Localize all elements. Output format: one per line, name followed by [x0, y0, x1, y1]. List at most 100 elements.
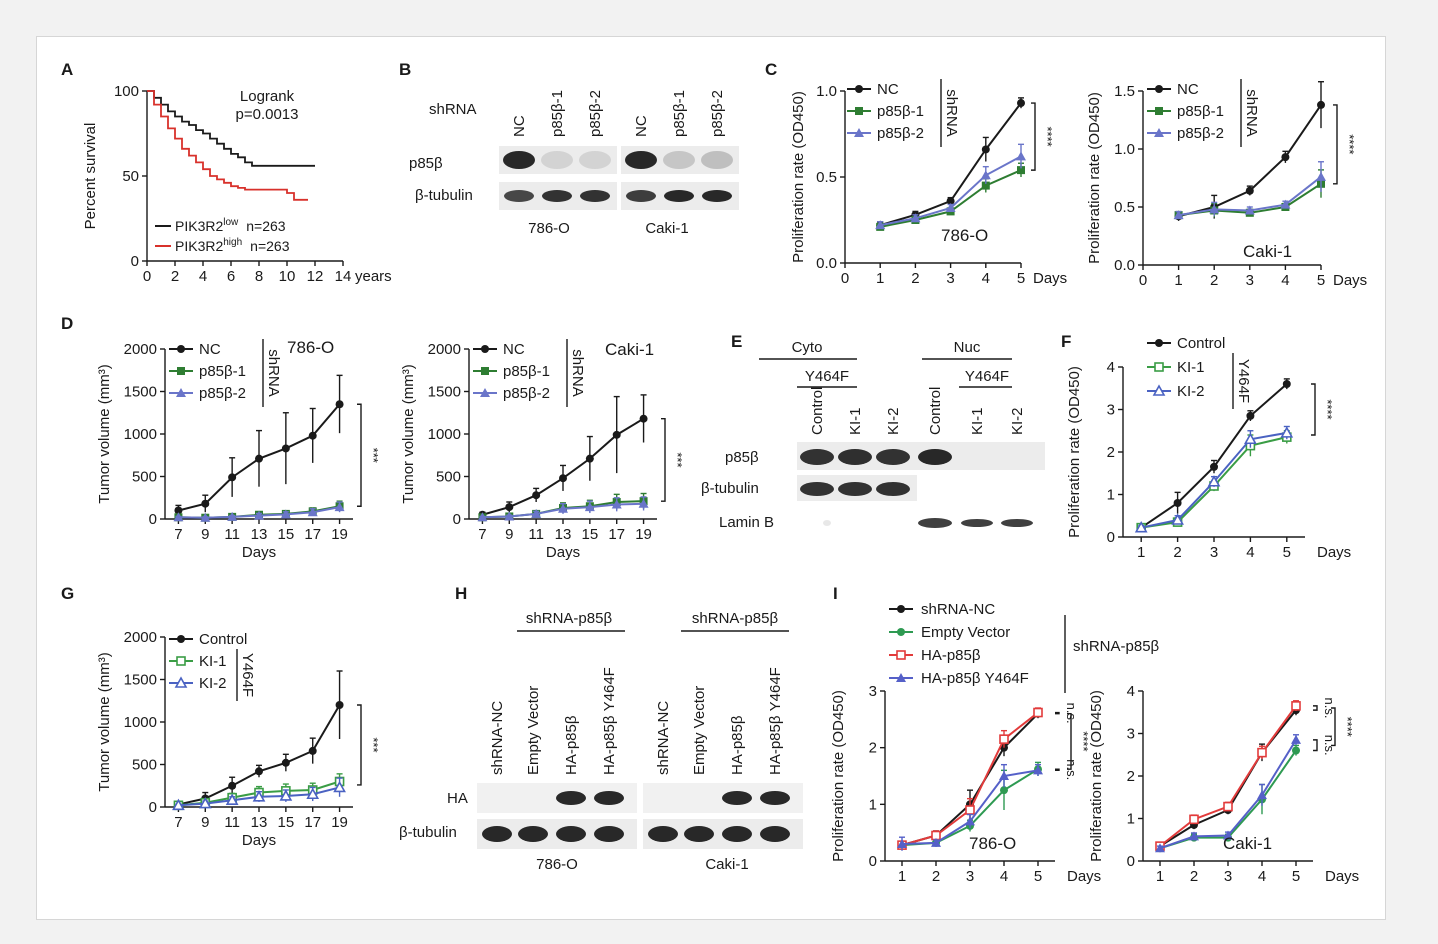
- blot-b-lane-label-1: p85β-1: [549, 90, 566, 137]
- x-tick-label-A-1: 2: [171, 268, 179, 285]
- x-tick-label-D1-2: 11: [224, 526, 240, 543]
- series-I2-3: [1155, 734, 1301, 853]
- series-G-2: [172, 777, 346, 811]
- x-tick-label-C2-4: 4: [1281, 272, 1289, 289]
- blot-b-band-tubulin-2: [580, 190, 610, 202]
- blot-b-cell-786o: 786-O: [528, 220, 570, 237]
- blot-h-row-ha: HA: [447, 790, 468, 807]
- sig-bracket-D1-0: [357, 403, 362, 507]
- chart-D1: 0 500 1000 1500 2000 7 9 11 13 15 17 19 Tumor volume…: [96, 338, 381, 561]
- x-tick-label-A-5: 10: [279, 268, 296, 285]
- point-I2-3-3: [1257, 790, 1267, 800]
- x-axis-label-D2: Days: [546, 544, 580, 561]
- x-tick-label-D1-0: 7: [174, 526, 182, 543]
- x-tick-label-G-4: 15: [278, 814, 295, 831]
- point-I2-2-4: [1291, 701, 1301, 711]
- y-tick-label-C2-3: 1.5: [1114, 83, 1135, 100]
- point-I2-2-1: [1189, 814, 1199, 825]
- panel-label-c: C: [765, 60, 777, 79]
- sig-bracket-I2-1: [1313, 705, 1318, 711]
- y-axis-label-I2: Proliferation rate (OD450): [1088, 690, 1105, 862]
- legend-marker-G-0: [177, 635, 185, 643]
- blot-e-row-p85b: p85β: [725, 449, 759, 466]
- sig-label-I2-1: n.s.: [1322, 698, 1337, 719]
- blot-b-band-p85b-5: [701, 151, 733, 169]
- x-tick-label-C2-3: 3: [1246, 272, 1254, 289]
- point-F-2-0: [1134, 521, 1148, 533]
- point-D2-0-6: [639, 414, 648, 423]
- y-tick-label-A-0: 0: [131, 253, 139, 270]
- legend-label-C2-1: p85β-1: [1177, 103, 1224, 120]
- y-axis-label-F: Proliferation rate (OD450): [1066, 366, 1083, 538]
- legend-marker-D1-0: [177, 345, 185, 353]
- blot-h-band-tubulin-0: [482, 826, 512, 842]
- x-tick-label-I2-3: 4: [1258, 868, 1266, 885]
- x-tick-label-F-4: 5: [1283, 544, 1291, 561]
- blot-h-lane-label-2: HA-p85β: [563, 715, 580, 775]
- x-tick-label-C2-2: 2: [1210, 272, 1218, 289]
- blot-h-lane-label-5: Empty Vector: [691, 686, 708, 775]
- point-C1-0-2: [946, 197, 955, 206]
- point-C2-0-2: [1245, 186, 1254, 195]
- blot-b-band-p85b-4: [663, 151, 695, 169]
- y-tick-label-G-1: 500: [132, 757, 157, 774]
- y-axis-label-G: Tumor volume (mm³): [96, 652, 113, 791]
- x-tick-label-I2-1: 2: [1190, 868, 1198, 885]
- x-tick-label-D2-0: 7: [478, 526, 486, 543]
- point-F-0-3: [1246, 411, 1255, 420]
- blot-b-lane-label-3: NC: [633, 115, 650, 137]
- blot-h-band-tubulin-7: [760, 826, 790, 842]
- legend-label-C1-0: NC: [877, 81, 899, 98]
- figure-frame: A B C D E F G H I Logrank p=0.0013 PIK3R…: [36, 36, 1386, 920]
- legend-C1: NC p85β-1 p85β-2 shRNA: [847, 79, 960, 147]
- blot-b-band-tubulin-4: [664, 190, 694, 202]
- blot-b-band-p85b-2: [579, 151, 611, 169]
- blot-h-group-1: shRNA-p85β: [526, 610, 613, 627]
- sig-label-I1-0: ****: [1076, 731, 1091, 751]
- panel-label-b: B: [399, 60, 411, 79]
- x-axis-label-C2: Days: [1333, 272, 1367, 289]
- point-D2-0-3: [559, 474, 567, 483]
- legend-G: Control KI-1 KI-2 Y464F: [169, 631, 256, 701]
- point-G-2-6: [333, 780, 346, 793]
- point-F-2-3: [1244, 432, 1257, 445]
- blot-e-lane-label-3: Control: [927, 387, 944, 435]
- y-tick-label-G-0: 0: [149, 799, 157, 816]
- y-tick-label-D2-0: 0: [453, 511, 461, 528]
- blot-e-sub-nuc: Y464F: [965, 368, 1009, 385]
- cell-line-label-I1: 786-O: [969, 834, 1016, 853]
- blot-h-lane-label-7: HA-p85β Y464F: [767, 667, 784, 775]
- legend-marker-C2-2: [1154, 128, 1164, 137]
- chart-C2: 0.0 0.5 1.0 1.5 0 1 2 3 4 5 Proliferation rate (OD…: [1086, 79, 1367, 289]
- blot-h-lane-label-3: HA-p85β Y464F: [601, 667, 618, 775]
- x-tick-label-C2-1: 1: [1174, 272, 1182, 289]
- point-D2-2-0: [477, 512, 488, 522]
- legend-label-C1-2: p85β-2: [877, 125, 924, 142]
- blot-b-shrna-label: shRNA: [429, 101, 477, 118]
- sig-label-I1-1: n.s.: [1064, 703, 1079, 724]
- y-tick-label-F-2: 2: [1107, 444, 1115, 461]
- blot-b-band-p85b-1: [541, 151, 573, 169]
- point-C2-2-2: [1244, 205, 1255, 215]
- legend-marker-G-2: [174, 676, 188, 688]
- point-I1-3-2: [965, 816, 975, 826]
- blot-e-band-p85b-2: [876, 449, 910, 465]
- chart-I2: 0 1 2 3 4 1 2 3 4 5 Proliferation rate (OD450) Days…: [1088, 683, 1359, 885]
- blot-b-band-tubulin-0: [504, 190, 534, 202]
- blot-e-lane-label-4: KI-1: [969, 407, 986, 435]
- legend-marker-D1-1: [177, 367, 185, 375]
- legend-C2: NC p85β-1 p85β-2 shRNA: [1147, 79, 1260, 147]
- x-tick-label-C1-1: 1: [876, 270, 884, 287]
- y-tick-label-I2-4: 4: [1127, 683, 1135, 700]
- x-tick-label-I2-4: 5: [1292, 868, 1300, 885]
- point-G-2-2: [225, 793, 239, 806]
- blot-h-band-tubulin-3: [594, 826, 624, 842]
- point-C2-2-4: [1316, 171, 1326, 181]
- point-F-2-1: [1171, 513, 1184, 525]
- y-tick-label-I2-1: 1: [1127, 811, 1135, 828]
- blot-b-lane-label-2: p85β-2: [587, 90, 604, 137]
- legend-a-name-low: PIK3R2low n=263: [175, 217, 286, 234]
- point-G-0-4: [281, 758, 290, 767]
- x-tick-label-F-3: 4: [1246, 544, 1254, 561]
- point-G-0-6: [335, 701, 344, 709]
